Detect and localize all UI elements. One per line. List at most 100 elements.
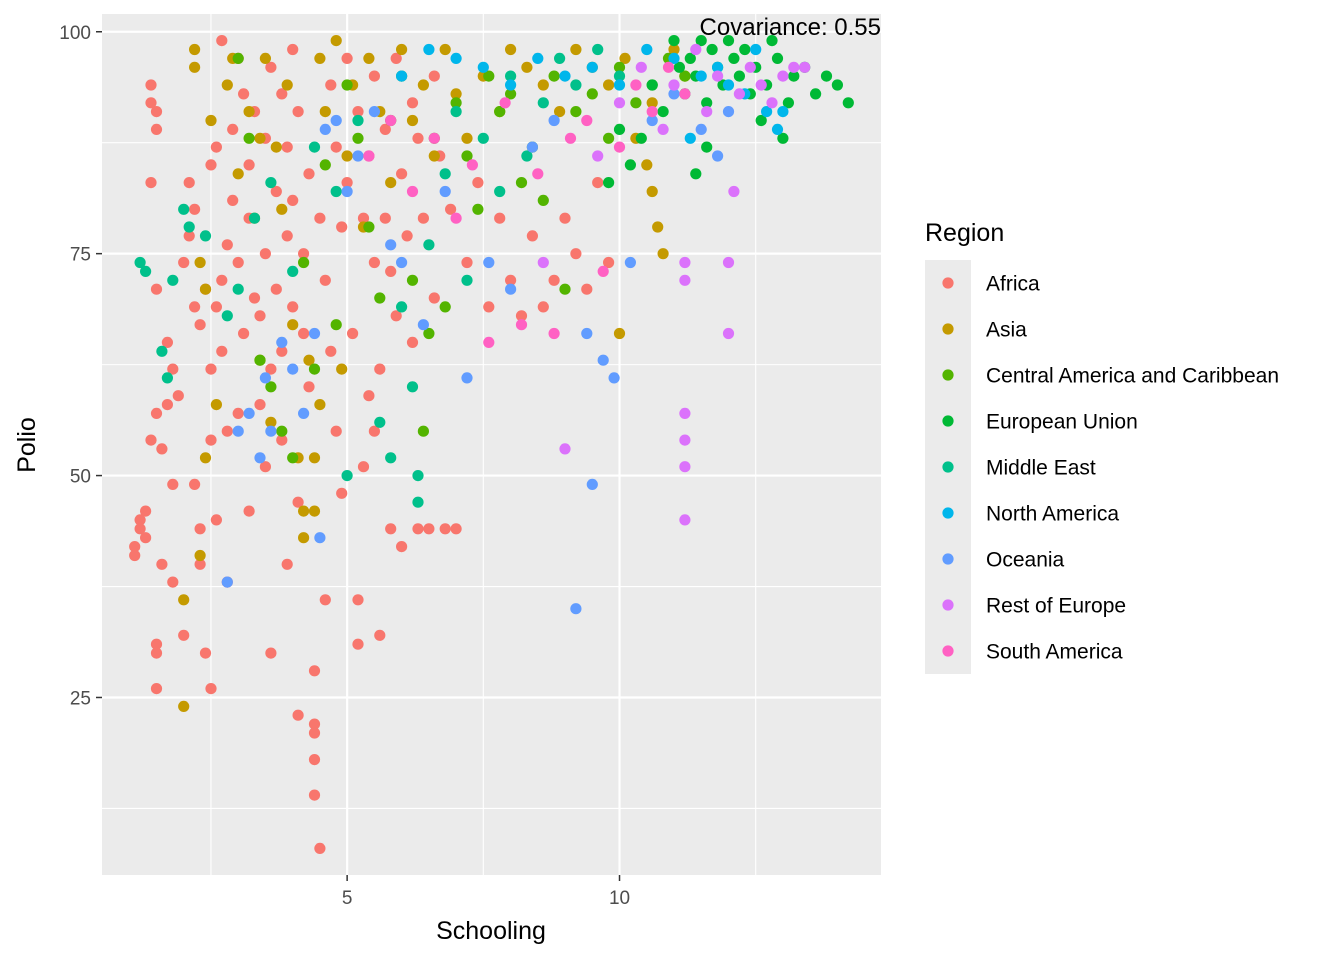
data-point-middle-east [161, 372, 173, 384]
data-point-africa [592, 177, 604, 189]
data-point-north-america [477, 61, 489, 73]
data-point-central-america-and-caribbean [423, 327, 435, 340]
data-point-asia [406, 114, 419, 127]
data-point-asia [537, 79, 549, 91]
data-point-asia [461, 132, 473, 144]
data-point-rest-of-europe [690, 43, 702, 56]
data-point-africa [150, 407, 163, 419]
data-point-africa [287, 43, 299, 56]
data-point-middle-east [461, 274, 473, 286]
data-point-north-america [450, 52, 462, 64]
data-point-central-america-and-caribbean [308, 363, 321, 375]
data-point-rest-of-europe [722, 327, 735, 340]
data-point-asia [205, 114, 217, 127]
data-point-central-america-and-caribbean [374, 292, 386, 304]
data-point-rest-of-europe [728, 185, 740, 198]
data-point-asia [439, 43, 451, 56]
data-point-africa [308, 754, 321, 766]
data-point-central-america-and-caribbean [570, 106, 582, 118]
data-point-asia [281, 79, 293, 91]
data-point-africa [423, 523, 435, 535]
data-point-africa [385, 523, 397, 535]
data-point-africa [150, 683, 163, 695]
legend-title: Region [925, 219, 1004, 247]
data-point-africa [276, 434, 288, 446]
data-point-middle-east [505, 70, 517, 82]
data-point-africa [401, 230, 413, 242]
legend-label-south-america: South America [986, 641, 1123, 664]
data-point-rest-of-europe [744, 61, 756, 73]
data-point-africa [167, 363, 179, 375]
data-point-central-america-and-caribbean [330, 319, 342, 331]
data-point-africa [461, 256, 473, 269]
legend-key-middle-east [942, 461, 954, 473]
data-point-north-america [684, 132, 696, 144]
data-point-africa [161, 336, 173, 348]
legend-label-north-america: North America [986, 503, 1119, 526]
legend-key-oceania [942, 553, 954, 565]
data-point-european-union [684, 52, 696, 64]
data-point-central-america-and-caribbean [232, 52, 244, 64]
y-axis-title: Polio [13, 417, 41, 473]
data-point-asia [668, 43, 680, 56]
data-point-oceania [314, 532, 326, 544]
data-point-rest-of-europe [722, 256, 735, 269]
data-point-africa [308, 789, 321, 801]
data-point-africa [428, 292, 440, 304]
data-point-north-america [505, 79, 517, 91]
data-point-middle-east [330, 185, 342, 198]
legend-key-south-america [942, 645, 954, 657]
data-point-africa [145, 79, 157, 91]
data-point-middle-east [287, 265, 299, 277]
data-point-asia [254, 132, 266, 144]
data-point-africa [232, 256, 244, 269]
data-point-central-america-and-caribbean [406, 274, 419, 286]
data-point-africa [428, 70, 440, 82]
data-point-rest-of-europe [668, 79, 680, 91]
data-point-asia [603, 79, 615, 91]
data-point-european-union [755, 114, 767, 127]
data-point-africa [243, 505, 255, 517]
legend-key-european-union [942, 415, 954, 427]
data-point-central-america-and-caribbean [603, 132, 615, 144]
data-point-european-union [635, 132, 647, 144]
data-point-africa [494, 212, 506, 224]
data-point-africa [205, 434, 217, 446]
data-point-africa [412, 523, 424, 535]
data-point-africa [194, 558, 206, 570]
legend-items: Africa Asia Central America and Caribbean E… [942, 273, 1279, 664]
legend-label-european-union: European Union [986, 411, 1138, 434]
data-point-africa [210, 301, 222, 313]
data-point-asia [199, 283, 212, 295]
data-point-africa [254, 399, 266, 411]
data-point-rest-of-europe [613, 97, 626, 109]
data-point-asia [199, 452, 212, 464]
data-point-south-america [564, 132, 577, 144]
legend-key-rest-of-europe [942, 599, 954, 611]
data-point-asia [417, 79, 429, 91]
data-point-south-america [499, 97, 511, 109]
data-point-north-america [712, 61, 724, 73]
data-point-africa [129, 541, 141, 553]
data-point-asia [178, 700, 190, 713]
data-point-africa [445, 203, 457, 215]
data-point-european-union [706, 43, 718, 56]
data-point-africa [259, 461, 271, 473]
data-point-africa [254, 310, 266, 322]
data-point-africa [526, 230, 539, 242]
data-point-africa [243, 159, 255, 171]
data-point-rest-of-europe [635, 61, 647, 73]
data-point-asia [646, 97, 658, 109]
data-point-central-america-and-caribbean [254, 354, 266, 366]
data-point-africa [134, 523, 146, 535]
data-point-asia [619, 52, 631, 64]
data-point-central-america-and-caribbean [559, 283, 571, 295]
data-point-south-america [581, 114, 593, 127]
data-point-south-america [532, 168, 544, 180]
data-point-asia [505, 43, 517, 56]
data-point-oceania [265, 425, 277, 437]
legend-label-africa: Africa [986, 273, 1040, 296]
data-point-oceania [221, 576, 233, 588]
data-point-africa [341, 177, 353, 189]
data-point-south-america [450, 212, 462, 224]
